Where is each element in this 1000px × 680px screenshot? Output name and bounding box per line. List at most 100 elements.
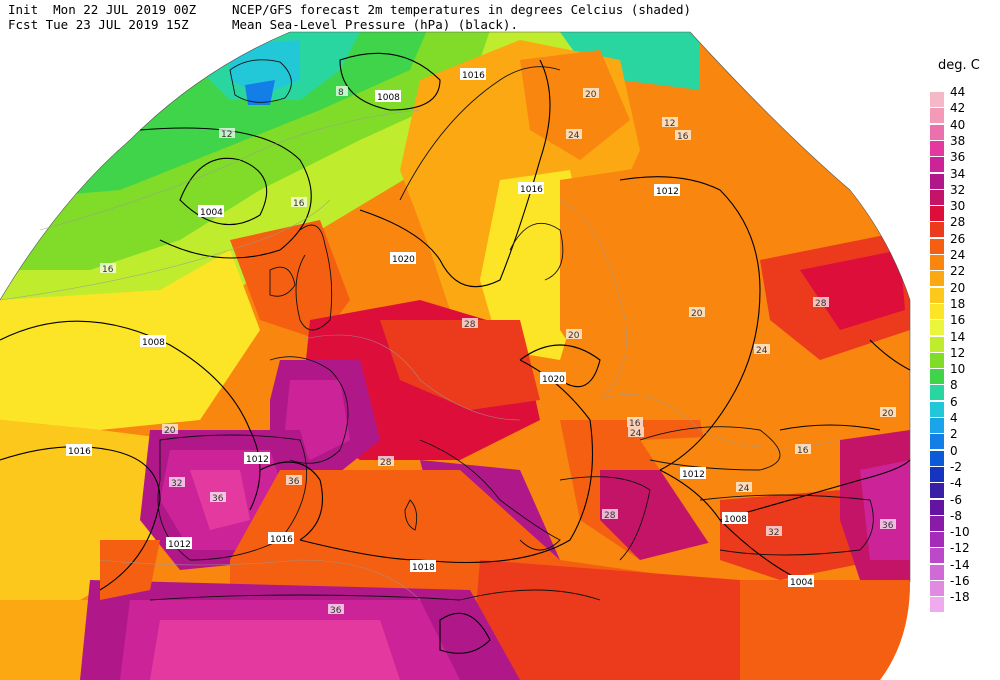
isobar-label: 1004 [198,205,224,218]
isobar-label: 1012 [680,467,706,480]
svg-text:24: 24 [630,429,642,439]
legend-swatch [930,369,944,385]
temp-label: 36 [328,604,344,616]
init-time: Init Mon 22 JUL 2019 00Z [8,2,197,17]
svg-text:1008: 1008 [142,338,165,348]
legend-swatch [930,255,944,270]
legend-label: 34 [950,166,966,181]
legend-swatch [930,157,944,173]
svg-text:32: 32 [768,528,779,538]
svg-text:1016: 1016 [270,535,293,545]
temp-label: 12 [662,117,678,129]
legend-swatch [930,548,944,564]
legend-label: 16 [950,313,966,328]
legend-swatch [930,189,944,205]
legend-label: 24 [950,248,966,262]
svg-text:28: 28 [604,511,616,521]
isobar-label: 1004 [788,575,814,588]
legend-swatch [930,336,944,352]
legend-swatch [930,92,944,107]
isobar-labels: 1008 1004 1016 1020 1016 1012 1008 1008 … [66,68,814,588]
isobar-label: 1020 [390,252,416,265]
svg-text:12: 12 [664,119,675,129]
temp-label: 16 [100,263,116,275]
legend-label: 10 [950,362,966,377]
isobar-label: 1016 [66,444,92,457]
legend-swatch [930,483,944,499]
map-title: NCEP/GFS forecast 2m temperatures in deg… [232,2,692,17]
svg-text:1020: 1020 [392,255,415,265]
legend-label: 2 [950,427,958,442]
legend-label: -10 [950,525,970,540]
svg-text:8: 8 [338,88,344,98]
legend-swatch [930,238,944,254]
legend-swatch [930,499,944,515]
legend-label: 22 [950,264,966,279]
legend-label: 4 [950,411,958,425]
legend-label: 28 [950,215,966,230]
legend-swatch [930,450,944,466]
svg-text:1018: 1018 [412,563,435,573]
temp-label: 28 [813,297,829,309]
temp-label: 12 [219,128,235,140]
temp-label: 16 [795,444,811,456]
svg-text:36: 36 [330,606,342,616]
svg-text:24: 24 [756,346,768,356]
svg-text:28: 28 [464,320,476,330]
svg-text:1004: 1004 [790,578,813,588]
legend-swatch [930,303,944,319]
legend-swatch [930,108,944,124]
svg-text:1008: 1008 [724,515,747,525]
legend-swatch [930,418,944,433]
isobar-label: 1016 [460,68,486,81]
isobar-label: 1016 [518,182,544,195]
temperature-labels: 8 12 16 16 20 24 28 20 16 12 16 20 24 28… [100,86,896,616]
legend-label: 18 [950,296,966,311]
legend-label: 20 [950,280,966,295]
temp-label: 32 [169,477,185,489]
isobar-label: 1020 [540,372,566,385]
svg-text:1012: 1012 [168,540,191,550]
svg-text:1016: 1016 [462,71,485,81]
temp-label: 28 [462,318,478,330]
legend-swatch [930,140,944,156]
legend-label: 32 [950,182,966,197]
svg-text:20: 20 [585,90,597,100]
temp-label: 20 [162,424,178,436]
svg-text:16: 16 [797,446,809,456]
legend-swatch [930,173,944,189]
isobar-label: 1012 [654,184,680,197]
svg-text:20: 20 [691,309,703,319]
legend-swatch [930,352,944,368]
legend-label: 6 [950,394,958,409]
legend-swatch [930,466,944,482]
legend-label: -4 [950,476,962,491]
isobar-label: 1012 [166,537,192,550]
legend-label: -16 [950,574,970,588]
temp-label: 28 [378,456,394,468]
svg-text:20: 20 [568,331,580,341]
svg-text:1012: 1012 [682,470,705,480]
svg-text:1020: 1020 [542,375,565,385]
legend-swatch [930,434,944,450]
legend-title: deg. C [938,58,980,73]
legend-swatch [930,581,944,596]
svg-text:12: 12 [221,130,232,140]
temp-label: 24 [754,344,770,356]
legend-label: -12 [950,541,970,556]
svg-text:16: 16 [629,419,641,429]
legend-swatch [930,206,944,222]
legend-label: 36 [950,150,966,165]
svg-text:16: 16 [102,265,114,275]
temp-label: 24 [736,482,752,494]
svg-text:28: 28 [815,299,827,309]
legend-label: -18 [950,590,970,605]
svg-text:1016: 1016 [68,447,91,457]
isobar-label: 1018 [410,560,436,573]
svg-text:1004: 1004 [200,208,223,218]
temp-label: 28 [602,509,618,521]
map-subtitle: Mean Sea-Level Pressure (hPa) (black). [232,17,518,32]
svg-text:36: 36 [288,477,300,487]
